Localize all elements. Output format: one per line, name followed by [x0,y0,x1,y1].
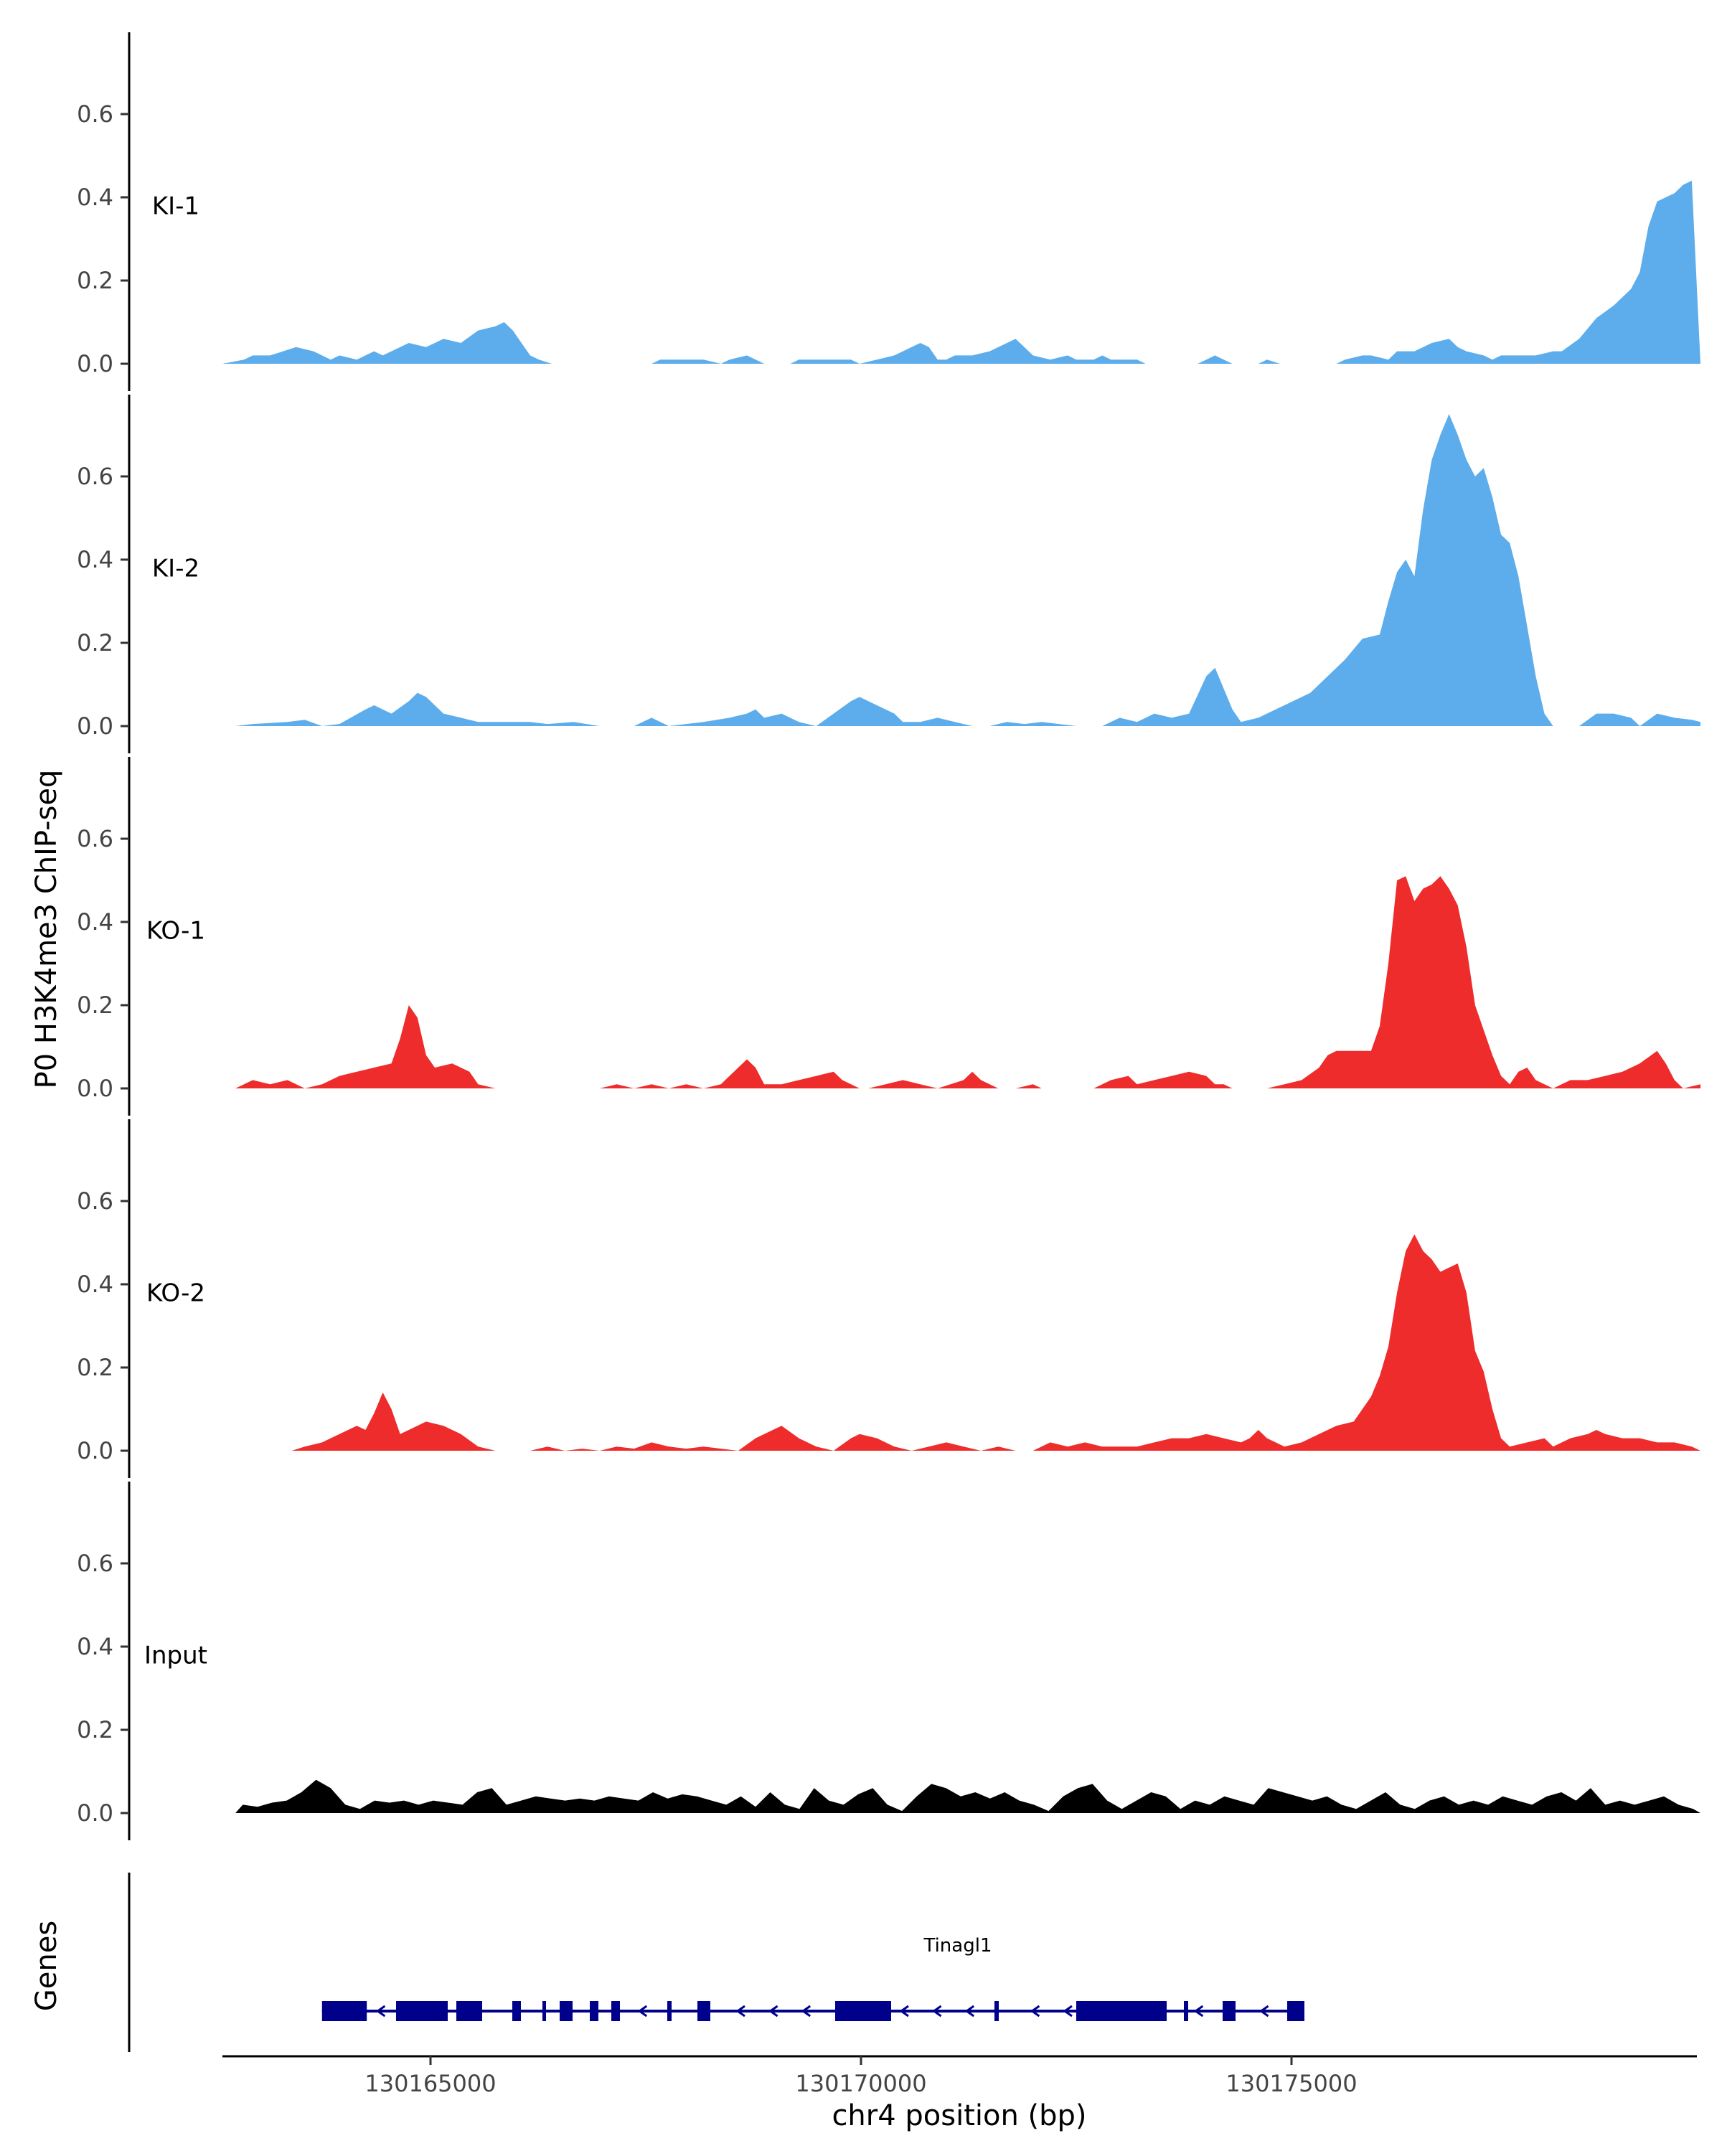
y-tick-label: 0.4 [77,908,113,936]
gene-exon [611,2001,620,2021]
track-panel-ki-2: 0.0 0.2 0.4 0.6 KI-2 [77,395,1701,753]
y-tick-label: 0.2 [77,629,113,656]
strand-arrow [801,2005,811,2018]
y-tick-label: 0.2 [77,1716,113,1743]
track-label: KO-1 [146,917,205,946]
y-tick-label: 0.4 [77,1633,113,1660]
gene-exon [512,2001,521,2021]
gene-exon [560,2001,573,2021]
track-panel-ki-1: 0.0 0.2 0.4 0.6 KI-1 [77,32,1700,391]
gene-exon [1076,2001,1137,2021]
signal-area-ki-2 [235,414,1701,726]
y-tick-label: 0.6 [77,825,113,852]
signal-area-ko-1 [235,876,1701,1088]
y-tick-label: 0.0 [77,1075,113,1102]
track-label: KI-1 [152,192,199,221]
x-tick-label: 130175000 [1225,2070,1357,2097]
gene-exon [1137,2001,1167,2021]
strand-arrow [1258,2005,1269,2018]
track-label: KO-2 [146,1279,205,1308]
gene-exon [1223,2001,1236,2021]
strand-arrow [735,2005,745,2018]
x-tick-label: 130165000 [364,2070,496,2097]
strand-arrow [1193,2005,1204,2018]
y-tick-label: 0.6 [77,100,113,128]
gene-exon [835,2001,891,2021]
y-tick-label: 0.6 [77,1187,113,1215]
x-tick-label: 130170000 [795,2070,926,2097]
y-tick-label: 0.2 [77,1354,113,1381]
strand-arrow [375,2005,386,2018]
y-tick-label: 0.0 [77,712,113,740]
y-tick-label: 0.4 [77,546,113,573]
gene-model [321,2001,1304,2021]
strand-arrow [768,2005,778,2018]
signal-area-ko-2 [291,1234,1701,1451]
y-tick-label: 0.6 [77,1550,113,1577]
gene-exon [697,2001,710,2021]
track-panel-ko-1: 0.0 0.2 0.4 0.6 KO-1 [77,757,1701,1116]
y-tick-label: 0.4 [77,1271,113,1298]
gene-name-label: Tinagl1 [923,1935,992,1957]
track-panel-input: 0.0 0.2 0.4 0.6 Input [77,1482,1701,1840]
strand-arrow [931,2005,942,2018]
strand-arrow [1063,2005,1073,2018]
strand-arrow [1030,2005,1040,2018]
strand-arrow [964,2005,975,2018]
y-tick-label: 0.4 [77,184,113,211]
tracks-layer: 0.00.20.40.6KI-10.00.20.40.6KI-20.00.20.… [77,32,1701,1840]
track-panel-ko-2: 0.0 0.2 0.4 0.6 KO-2 [77,1119,1701,1478]
gene-exon [1287,2001,1304,2021]
y-tick-label: 0.0 [77,1437,113,1464]
x-axis-label: chr4 position (bp) [832,2099,1086,2132]
y-axis-label: P0 H3K4me3 ChIP-seq [30,770,63,1089]
track-label: KI-2 [152,555,199,583]
gene-exon [667,2001,672,2021]
y-tick-label: 0.0 [77,350,113,377]
x-ticks: 130165000 130170000 130175000 [364,2056,1358,2097]
gene-exon [542,2001,546,2021]
y-tick-label: 0.2 [77,267,113,294]
y-tick-label: 0.6 [77,463,113,490]
y-tick-label: 0.0 [77,1799,113,1827]
genes-track: Genes Tinagl1 [30,1873,1304,2052]
gene-exon [396,2001,448,2021]
strand-arrow [899,2005,909,2018]
gene-exon [456,2001,482,2021]
genes-track-label: Genes [30,1921,63,2011]
y-tick-label: 0.2 [77,992,113,1019]
gene-exon [590,2001,598,2021]
signal-area-input [235,1779,1701,1813]
gene-exon [1184,2001,1188,2021]
x-axis: 130165000 130170000 130175000 chr4 positio… [222,2055,1697,2132]
gene-exon [321,2001,367,2021]
signal-area-ki-1 [222,180,1700,364]
track-label: Input [144,1642,207,1670]
strand-arrow [637,2005,648,2018]
gene-exon [994,2001,999,2021]
